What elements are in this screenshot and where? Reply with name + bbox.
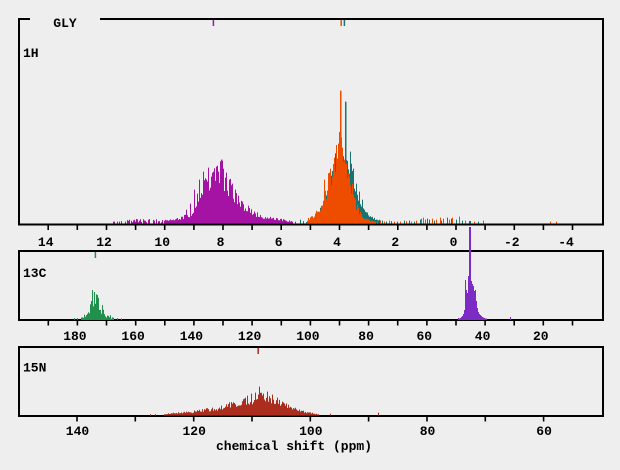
svg-text:40: 40 xyxy=(475,329,491,344)
svg-text:8: 8 xyxy=(217,235,225,250)
svg-text:180: 180 xyxy=(63,329,87,344)
svg-text:120: 120 xyxy=(182,424,206,439)
svg-text:80: 80 xyxy=(420,424,436,439)
svg-text:100: 100 xyxy=(299,424,323,439)
svg-text:20: 20 xyxy=(533,329,549,344)
svg-text:80: 80 xyxy=(358,329,374,344)
svg-text:13C: 13C xyxy=(23,266,47,281)
svg-text:12: 12 xyxy=(96,235,112,250)
svg-text:2: 2 xyxy=(391,235,399,250)
svg-text:10: 10 xyxy=(154,235,170,250)
svg-text:-4: -4 xyxy=(558,235,574,250)
svg-text:0: 0 xyxy=(450,235,458,250)
svg-text:60: 60 xyxy=(416,329,432,344)
svg-text:160: 160 xyxy=(121,329,145,344)
svg-text:1H: 1H xyxy=(23,46,39,61)
svg-text:14: 14 xyxy=(38,235,54,250)
svg-text:60: 60 xyxy=(536,424,552,439)
svg-text:120: 120 xyxy=(238,329,262,344)
svg-text:140: 140 xyxy=(180,329,204,344)
svg-text:4: 4 xyxy=(333,235,341,250)
svg-text:15N: 15N xyxy=(23,361,46,376)
svg-text:100: 100 xyxy=(296,329,320,344)
svg-text:140: 140 xyxy=(66,424,90,439)
svg-text:chemical shift (ppm): chemical shift (ppm) xyxy=(216,439,372,454)
svg-text:6: 6 xyxy=(275,235,283,250)
svg-text:GLY: GLY xyxy=(53,16,77,31)
svg-text:-2: -2 xyxy=(504,235,520,250)
